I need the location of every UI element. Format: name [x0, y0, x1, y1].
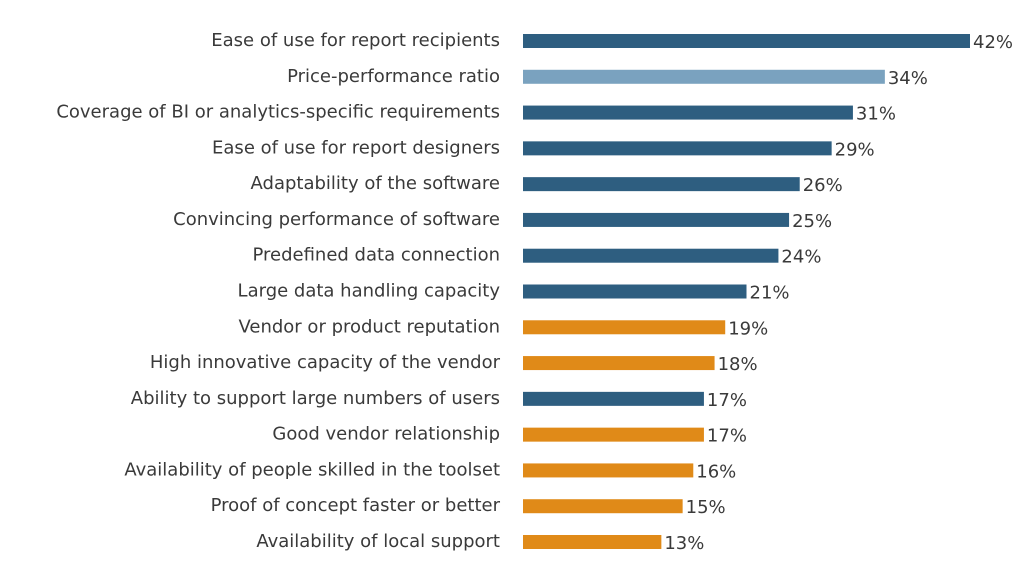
bar: [523, 391, 704, 406]
category-label: Availability of local support: [256, 531, 500, 552]
value-label: 19%: [728, 318, 768, 339]
category-label: Ease of use for report designers: [212, 137, 500, 158]
value-label: 29%: [835, 139, 875, 160]
bar: [523, 105, 853, 120]
bar: [523, 177, 800, 192]
bar: [523, 535, 662, 549]
value-label: 34%: [888, 68, 928, 89]
category-label: Coverage of BI or analytics-specific req…: [56, 102, 500, 123]
bar: [523, 499, 683, 514]
value-label: 31%: [856, 104, 896, 125]
category-label: Proof of concept faster or better: [211, 495, 501, 516]
category-label: Ease of use for report recipients: [211, 30, 500, 51]
value-label: 26%: [803, 175, 843, 196]
value-label: 21%: [750, 283, 790, 304]
value-label: 24%: [781, 247, 821, 268]
category-label: Convincing performance of software: [173, 209, 500, 230]
value-label: 25%: [792, 211, 832, 232]
bar: [523, 356, 715, 371]
category-label: Price-performance ratio: [287, 66, 500, 87]
category-label: Availability of people skilled in the to…: [124, 459, 500, 480]
bar: [523, 284, 747, 299]
value-label: 17%: [707, 390, 747, 411]
bar: [523, 34, 970, 48]
category-label: Good vendor relationship: [272, 424, 500, 445]
category-label: Predefined data connection: [252, 245, 500, 266]
bar: [523, 463, 694, 478]
category-label: High innovative capacity of the vendor: [150, 352, 501, 373]
value-label: 16%: [696, 461, 736, 482]
bar: [523, 141, 832, 156]
bar: [523, 427, 704, 442]
bar: [523, 212, 790, 227]
value-label: 18%: [718, 354, 758, 375]
bar: [523, 69, 885, 84]
category-label: Vendor or product reputation: [238, 316, 500, 337]
bar: [523, 320, 726, 335]
bar: [523, 248, 779, 263]
value-label: 15%: [686, 497, 726, 518]
category-label: Adaptability of the software: [251, 173, 500, 194]
value-label: 42%: [973, 32, 1013, 53]
category-label: Ability to support large numbers of user…: [131, 388, 500, 409]
value-label: 17%: [707, 426, 747, 447]
value-label: 13%: [664, 533, 704, 554]
category-label: Large data handling capacity: [238, 281, 501, 302]
